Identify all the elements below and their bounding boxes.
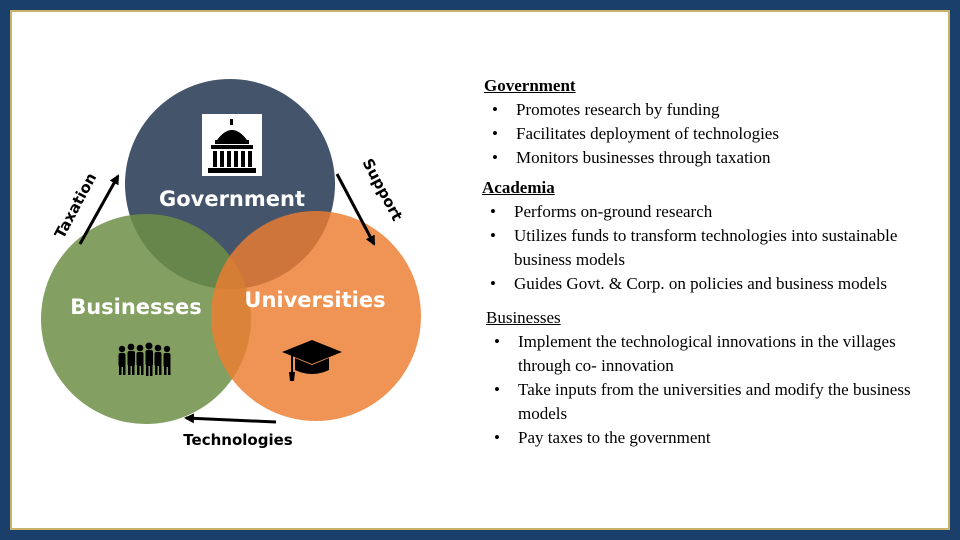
businesses-bullet-list: Implement the technological innovations … <box>486 330 924 450</box>
universities-circle <box>211 211 421 421</box>
businesses-circle <box>41 214 251 424</box>
support-label: Support <box>359 155 407 223</box>
triple-helix-diagram: Government Businesses Universities Taxat… <box>12 12 452 528</box>
government-label: Government <box>159 187 305 211</box>
government-section-title: Government <box>484 76 576 95</box>
people-group-icon <box>118 342 171 376</box>
universities-label: Universities <box>244 288 385 312</box>
list-item: Monitors businesses through taxation <box>484 146 924 170</box>
technologies-arrow <box>184 413 277 424</box>
list-item: Utilizes funds to transform technologies… <box>482 224 924 272</box>
slide-frame: Government Businesses Universities Taxat… <box>10 10 950 530</box>
academia-section: Academia Performs on-ground research Uti… <box>482 176 924 296</box>
venn-diagram-svg: Government Businesses Universities Taxat… <box>41 79 421 449</box>
academia-section-title: Academia <box>482 178 555 197</box>
graduation-cap-icon <box>282 340 342 381</box>
list-item: Facilitates deployment of technologies <box>484 122 924 146</box>
list-item: Take inputs from the universities and mo… <box>486 378 924 426</box>
support-arrow <box>335 173 376 246</box>
businesses-section: Businesses Implement the technological i… <box>486 306 924 450</box>
academia-bullet-list: Performs on-ground research Utilizes fun… <box>482 200 924 296</box>
businesses-section-title: Businesses <box>486 308 561 327</box>
taxation-arrow <box>78 174 120 245</box>
technologies-label: Technologies <box>183 431 292 449</box>
list-item: Implement the technological innovations … <box>486 330 924 378</box>
list-item: Performs on-ground research <box>482 200 924 224</box>
capitol-building-icon <box>202 114 262 176</box>
government-section: Government Promotes research by funding … <box>484 74 924 170</box>
businesses-label: Businesses <box>70 295 202 319</box>
list-item: Pay taxes to the government <box>486 426 924 450</box>
government-bullet-list: Promotes research by funding Facilitates… <box>484 98 924 170</box>
roles-description: Government Promotes research by funding … <box>482 74 924 450</box>
list-item: Promotes research by funding <box>484 98 924 122</box>
list-item: Guides Govt. & Corp. on policies and bus… <box>482 272 924 296</box>
